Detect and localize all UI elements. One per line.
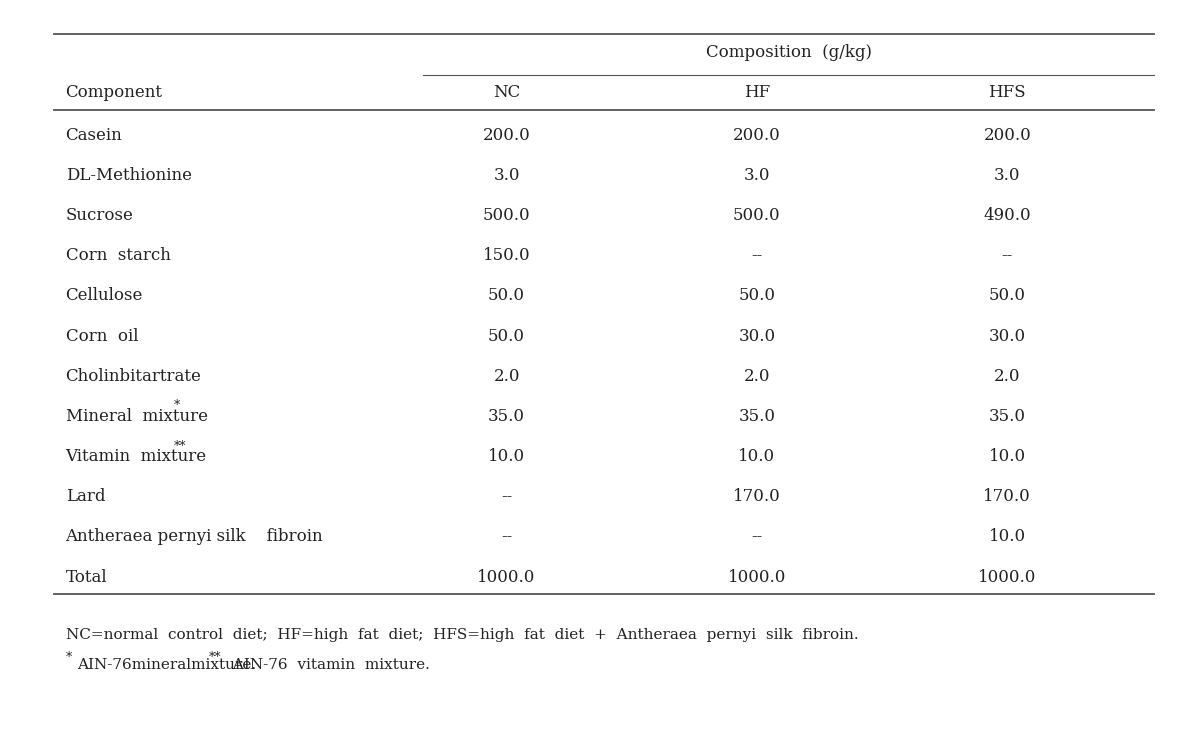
Text: AIN-76  vitamin  mixture.: AIN-76 vitamin mixture. <box>228 658 430 672</box>
Text: Component: Component <box>66 84 162 101</box>
Text: 2.0: 2.0 <box>744 368 770 385</box>
Text: NC=normal  control  diet;  HF=high  fat  diet;  HFS=high  fat  diet  +  Antherae: NC=normal control diet; HF=high fat diet… <box>66 628 858 642</box>
Text: Lard: Lard <box>66 488 105 505</box>
Text: 3.0: 3.0 <box>493 167 520 184</box>
Text: 200.0: 200.0 <box>483 127 530 143</box>
Text: 1000.0: 1000.0 <box>979 569 1036 586</box>
Text: 10.0: 10.0 <box>488 448 526 465</box>
Text: 10.0: 10.0 <box>988 529 1026 545</box>
Text: 35.0: 35.0 <box>738 408 776 425</box>
Text: Total: Total <box>66 569 107 586</box>
Text: 170.0: 170.0 <box>983 488 1031 505</box>
Text: --: -- <box>751 247 763 264</box>
Text: 50.0: 50.0 <box>988 288 1026 304</box>
Text: 490.0: 490.0 <box>983 207 1031 224</box>
Text: 10.0: 10.0 <box>988 448 1026 465</box>
Text: DL-Methionine: DL-Methionine <box>66 167 192 184</box>
Text: 50.0: 50.0 <box>738 288 776 304</box>
Text: HFS: HFS <box>988 84 1026 101</box>
Text: 2.0: 2.0 <box>994 368 1020 385</box>
Text: 10.0: 10.0 <box>738 448 776 465</box>
Text: Composition  (g/kg): Composition (g/kg) <box>706 44 871 61</box>
Text: --: -- <box>751 529 763 545</box>
Text: AIN-76mineralmixture.: AIN-76mineralmixture. <box>77 658 256 672</box>
Text: 500.0: 500.0 <box>733 207 781 224</box>
Text: *: * <box>66 651 72 664</box>
Text: 50.0: 50.0 <box>488 288 526 304</box>
Text: NC: NC <box>493 84 520 101</box>
Text: Mineral  mixture: Mineral mixture <box>66 408 207 425</box>
Text: Vitamin  mixture: Vitamin mixture <box>66 448 206 465</box>
Text: **: ** <box>209 651 222 664</box>
Text: Corn  oil: Corn oil <box>66 327 138 345</box>
Text: 150.0: 150.0 <box>483 247 530 264</box>
Text: 30.0: 30.0 <box>988 327 1026 345</box>
Text: 200.0: 200.0 <box>733 127 781 143</box>
Text: 3.0: 3.0 <box>744 167 770 184</box>
Text: 30.0: 30.0 <box>738 327 776 345</box>
Text: Casein: Casein <box>66 127 123 143</box>
Text: **: ** <box>174 439 186 453</box>
Text: --: -- <box>501 529 513 545</box>
Text: Sucrose: Sucrose <box>66 207 134 224</box>
Text: 1000.0: 1000.0 <box>728 569 786 586</box>
Text: 3.0: 3.0 <box>994 167 1020 184</box>
Text: 1000.0: 1000.0 <box>478 569 535 586</box>
Text: Cholinbitartrate: Cholinbitartrate <box>66 368 201 385</box>
Text: Antheraea pernyi silk    fibroin: Antheraea pernyi silk fibroin <box>66 529 323 545</box>
Text: --: -- <box>1001 247 1013 264</box>
Text: 500.0: 500.0 <box>483 207 530 224</box>
Text: 2.0: 2.0 <box>493 368 520 385</box>
Text: --: -- <box>501 488 513 505</box>
Text: 35.0: 35.0 <box>488 408 526 425</box>
Text: Cellulose: Cellulose <box>66 288 143 304</box>
Text: *: * <box>174 400 180 412</box>
Text: 200.0: 200.0 <box>983 127 1031 143</box>
Text: 170.0: 170.0 <box>733 488 781 505</box>
Text: 50.0: 50.0 <box>488 327 526 345</box>
Text: HF: HF <box>744 84 770 101</box>
Text: Corn  starch: Corn starch <box>66 247 170 264</box>
Text: 35.0: 35.0 <box>988 408 1026 425</box>
